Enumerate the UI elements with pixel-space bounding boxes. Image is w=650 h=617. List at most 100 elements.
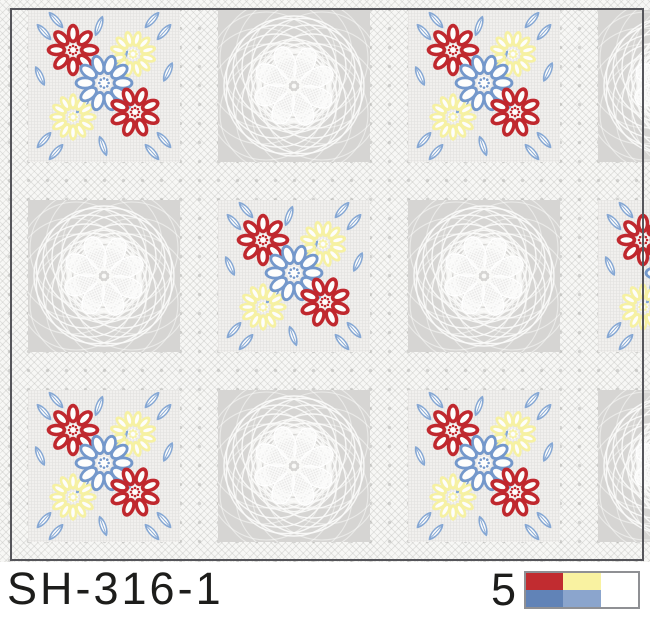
leaf-motif <box>474 395 484 417</box>
leaf-motif <box>48 143 64 161</box>
flower-motif <box>264 244 324 302</box>
swatch-cell <box>526 572 564 590</box>
flower-motif <box>490 467 540 517</box>
leaf-motif <box>536 403 552 421</box>
leaf-motif <box>334 333 350 351</box>
colorway-swatch <box>524 570 640 609</box>
swatch-cell <box>526 589 564 607</box>
leaf-motif <box>428 523 444 541</box>
flower-motif <box>426 403 480 457</box>
leaf-motif <box>414 66 426 86</box>
flower-motif <box>429 93 477 141</box>
leaf-motif <box>156 511 172 529</box>
leaf-motif <box>238 201 254 219</box>
leaf-motif <box>156 403 172 421</box>
leaf-motif <box>536 23 552 41</box>
flower-motif <box>300 277 350 327</box>
leaf-motif <box>48 391 64 409</box>
leaf-motif <box>36 511 52 529</box>
leaf-motif <box>536 131 552 149</box>
leaf-motif <box>414 446 426 466</box>
leaf-motif <box>156 23 172 41</box>
leaf-motif <box>144 391 160 409</box>
leaf-motif <box>98 135 108 157</box>
leaf-motif <box>478 515 488 537</box>
label-bar: SH-316-1 5 <box>0 562 650 617</box>
flower-motif <box>74 54 134 112</box>
flower-motif <box>49 473 97 521</box>
leaf-motif <box>606 321 622 339</box>
flower-motif <box>454 54 514 112</box>
lace-tile <box>598 390 650 542</box>
leaf-motif <box>524 143 540 161</box>
leaf-motif <box>352 252 364 272</box>
flower-motif <box>490 87 540 137</box>
swatch-cell <box>563 589 601 607</box>
leaf-motif <box>36 131 52 149</box>
flower-motif <box>110 411 156 457</box>
flower-motif <box>110 31 156 77</box>
leaf-motif <box>94 395 104 417</box>
lace-tile <box>218 10 370 162</box>
leaf-motif <box>428 391 444 409</box>
leaf-motif <box>156 131 172 149</box>
leaf-motif <box>226 321 242 339</box>
leaf-motif <box>144 11 160 29</box>
flower-motif <box>110 87 160 137</box>
leaf-motif <box>428 143 444 161</box>
leaf-motif <box>416 511 432 529</box>
flower-tile <box>28 390 180 542</box>
flower-tile <box>408 390 560 542</box>
leaf-motif <box>226 213 242 231</box>
swatch-cell <box>600 572 638 590</box>
lace-doily <box>444 236 524 316</box>
leaf-motif <box>48 523 64 541</box>
flower-motif <box>236 213 290 267</box>
leaf-motif <box>618 333 634 351</box>
lace-doily <box>64 236 144 316</box>
leaf-motif <box>416 131 432 149</box>
leaf-motif <box>524 391 540 409</box>
leaf-motif <box>524 11 540 29</box>
lace-doily <box>254 46 334 126</box>
flower-tile <box>218 200 370 352</box>
leaf-motif <box>288 325 298 347</box>
leaf-motif <box>48 11 64 29</box>
leaf-motif <box>428 11 444 29</box>
swatch-cell <box>563 572 601 590</box>
leaf-motif <box>224 256 236 276</box>
leaf-motif <box>284 205 294 227</box>
swatch-cell <box>600 589 638 607</box>
lace-tile <box>598 10 650 162</box>
leaf-motif <box>334 201 350 219</box>
leaf-motif <box>36 23 52 41</box>
leaf-motif <box>604 256 616 276</box>
leaf-motif <box>162 62 174 82</box>
leaf-motif <box>238 333 254 351</box>
colorway: 5 <box>491 564 640 616</box>
leaf-motif <box>618 201 634 219</box>
lace-doily <box>254 426 334 506</box>
leaf-motif <box>524 523 540 541</box>
flower-tile <box>28 10 180 162</box>
leaf-motif <box>162 442 174 462</box>
leaf-motif <box>34 446 46 466</box>
flower-motif <box>429 473 477 521</box>
leaf-motif <box>346 321 362 339</box>
leaf-motif <box>36 403 52 421</box>
flower-tile <box>598 200 650 352</box>
leaf-motif <box>478 135 488 157</box>
fabric-pattern <box>0 0 650 562</box>
flower-motif <box>454 434 514 492</box>
flower-motif <box>426 23 480 77</box>
leaf-motif <box>416 403 432 421</box>
lace-tile <box>218 390 370 542</box>
leaf-motif <box>416 23 432 41</box>
leaf-motif <box>536 511 552 529</box>
leaf-motif <box>542 442 554 462</box>
leaf-motif <box>98 515 108 537</box>
leaf-motif <box>542 62 554 82</box>
product-code: SH-316-1 <box>7 562 224 614</box>
lace-tile <box>408 200 560 352</box>
